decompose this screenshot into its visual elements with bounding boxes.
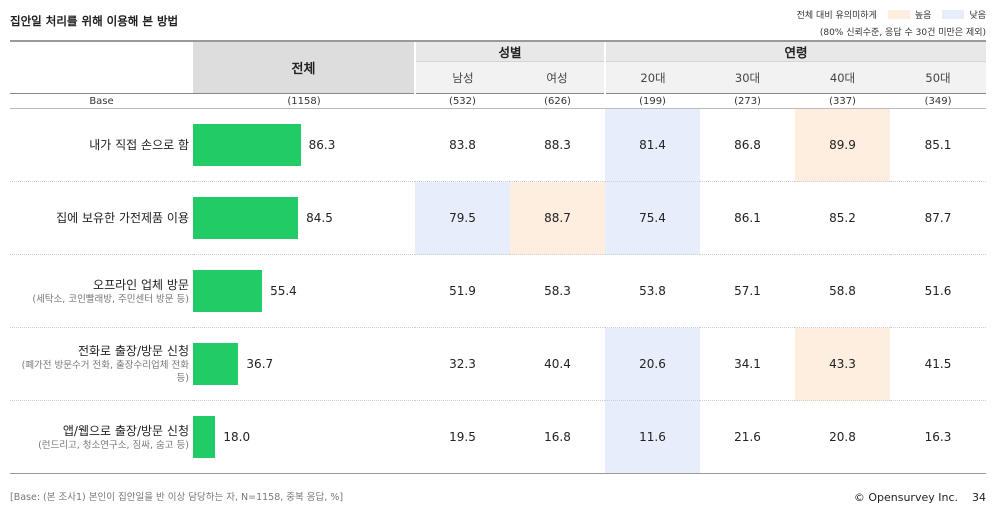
row-label: 내가 직접 손으로 함	[89, 138, 189, 152]
age-group-header: 연령	[604, 40, 987, 62]
base-row: Base (1158) (532) (626) (199) (273) (337…	[10, 93, 987, 109]
col-header-male: 남성	[414, 61, 510, 94]
cell-male: 32.3	[415, 327, 510, 401]
cell-female: 88.7	[510, 181, 606, 255]
cell-female: 16.8	[510, 400, 606, 474]
row-label: 앱/웹으로 출장/방문 신청	[62, 423, 189, 438]
cell-40s: 58.8	[795, 254, 891, 328]
legend-high-label: 높음	[914, 11, 932, 21]
cell-40s: 85.2	[795, 181, 891, 255]
legend-low-label: 낮음	[969, 11, 986, 21]
legend-caption: 전체 대비 유의미하게	[796, 11, 877, 21]
cell-male: 83.8	[415, 108, 510, 182]
table-row: 내가 직접 손으로 함 86.3 83.8 88.3 81.4 86.8 89.9 85.1	[10, 108, 987, 182]
col-header-30s: 30대	[700, 61, 796, 94]
cell-female: 88.3	[510, 108, 606, 182]
cell-20s: 75.4	[605, 181, 701, 255]
cell-50s: 87.7	[890, 181, 987, 255]
row-label: 전화로 출장/방문 신청	[77, 344, 189, 358]
total-bar-value: 84.5	[306, 211, 333, 225]
total-bar-cell: 55.4	[193, 254, 415, 328]
cell-30s: 57.1	[700, 254, 796, 328]
total-bar	[193, 197, 299, 239]
base-female: (626)	[510, 93, 606, 109]
total-bar-value: 55.4	[270, 284, 297, 298]
table-row: 전화로 출장/방문 신청 (폐가전 방문수거 전화, 출장수리업체 전화 등) 36…	[10, 327, 987, 401]
significance-legend: 전체 대비 유의미하게 높음 낮음 (80% 신뢰수준, 응답 수 30건 미만…	[797, 8, 986, 38]
row-label: 집에 보유한 가전제품 이용	[56, 211, 189, 225]
col-header-20s: 20대	[604, 61, 701, 94]
total-bar	[193, 416, 216, 458]
cell-20s: 53.8	[605, 254, 701, 328]
total-bar	[193, 270, 263, 312]
cell-30s: 34.1	[700, 327, 796, 401]
cell-30s: 86.1	[700, 181, 796, 255]
base-50s: (349)	[890, 93, 987, 109]
cell-male: 51.9	[415, 254, 510, 328]
table-row: 집에 보유한 가전제품 이용 84.5 79.5 88.7 75.4 86.1 85.2 87…	[10, 181, 987, 255]
col-header-50s: 50대	[890, 61, 987, 94]
total-bar-cell: 36.7	[193, 327, 415, 401]
row-label-cell: 앱/웹으로 출장/방문 신청 (런드리고, 청소연구소, 짐싸, 숨고 등)	[10, 400, 193, 474]
col-header-40s: 40대	[795, 61, 891, 94]
total-header: 전체	[193, 40, 415, 94]
brand-footer: © Opensurvey Inc. 34	[840, 491, 986, 504]
cell-50s: 41.5	[890, 327, 987, 401]
base-male: (532)	[415, 93, 510, 109]
total-bar-value: 18.0	[223, 430, 251, 444]
total-bar	[193, 124, 301, 166]
legend-high-swatch	[887, 10, 910, 19]
cell-50s: 16.3	[890, 400, 987, 474]
legend-low-swatch	[942, 10, 965, 19]
row-sublabel: (세탁소, 코인빨래방, 주민센터 방문 등)	[32, 293, 189, 305]
label-header-blank	[10, 40, 193, 94]
cell-30s: 86.8	[700, 108, 796, 182]
col-header-female: 여성	[510, 61, 606, 94]
row-label-cell: 오프라인 업체 방문 (세탁소, 코인빨래방, 주민센터 방문 등)	[10, 254, 193, 328]
footnote: [Base: (본 조사1) 본인이 집안일을 반 이상 담당하는 자, N=1…	[10, 492, 344, 503]
gender-group-header: 성별	[413, 40, 606, 62]
cell-20s: 11.6	[605, 400, 701, 474]
cell-50s: 85.1	[890, 108, 987, 182]
cell-40s: 89.9	[795, 108, 891, 182]
cell-40s: 20.8	[795, 400, 891, 474]
base-40s: (337)	[795, 93, 891, 109]
brand-name: © Opensurvey Inc.	[853, 491, 958, 504]
base-total: (1158)	[193, 93, 415, 109]
cell-female: 58.3	[510, 254, 606, 328]
base-30s: (273)	[700, 93, 796, 109]
cell-50s: 51.6	[890, 254, 987, 328]
base-label: Base	[10, 93, 193, 109]
cell-30s: 21.6	[700, 400, 796, 474]
cell-female: 40.4	[510, 327, 606, 401]
page-number: 34	[972, 491, 986, 504]
table-row: 앱/웹으로 출장/방문 신청 (런드리고, 청소연구소, 짐싸, 숨고 등) 18.…	[10, 400, 987, 474]
total-bar	[193, 343, 239, 385]
cell-40s: 43.3	[795, 327, 891, 401]
row-sublabel: (폐가전 방문수거 전화, 출장수리업체 전화 등)	[21, 360, 189, 384]
row-label-cell: 집에 보유한 가전제품 이용	[10, 181, 193, 255]
cell-20s: 81.4	[605, 108, 701, 182]
total-bar-cell: 86.3	[193, 108, 415, 182]
table-row: 오프라인 업체 방문 (세탁소, 코인빨래방, 주민센터 방문 등) 55.4 51.…	[10, 254, 987, 328]
cell-20s: 20.6	[605, 327, 701, 401]
legend-note: (80% 신뢰수준, 응답 수 30건 미만은 제외)	[819, 28, 986, 38]
base-20s: (199)	[605, 93, 701, 109]
row-label-cell: 전화로 출장/방문 신청 (폐가전 방문수거 전화, 출장수리업체 전화 등)	[10, 327, 193, 401]
cell-male: 19.5	[415, 400, 510, 474]
total-bar-cell: 18.0	[193, 400, 415, 474]
cell-male: 79.5	[415, 181, 510, 255]
total-bar-value: 36.7	[246, 357, 274, 371]
row-sublabel: (런드리고, 청소연구소, 짐싸, 숨고 등)	[38, 439, 189, 451]
row-label-cell: 내가 직접 손으로 함	[10, 108, 193, 182]
crosstab-table: 전체 성별 연령 남성 여성 20대 30대 40대 50대 Base (115…	[10, 40, 987, 474]
total-bar-cell: 84.5	[193, 181, 415, 255]
page-title: 집안일 처리를 위해 이용해 본 방법	[10, 14, 179, 28]
total-bar-value: 86.3	[308, 138, 336, 152]
row-label: 오프라인 업체 방문	[93, 277, 189, 292]
